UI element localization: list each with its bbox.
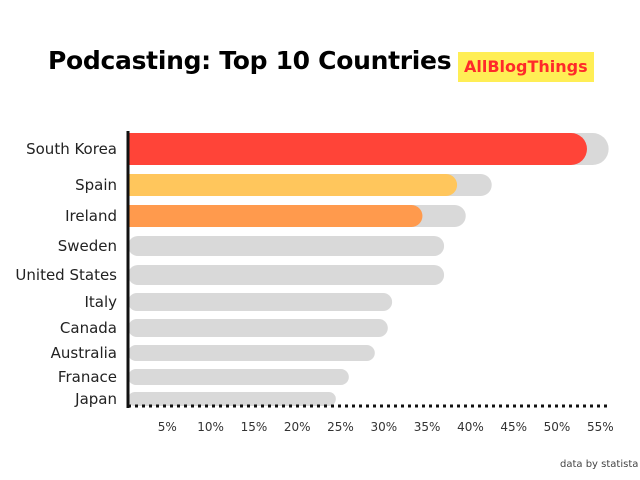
category-label: South Korea bbox=[26, 140, 117, 158]
background-bar bbox=[128, 265, 445, 285]
x-tick-label: 30% bbox=[370, 420, 397, 434]
x-tick-labels: 5% 10% 15% 20% 25% 30% 35% 40% 45% 50% 55% bbox=[158, 420, 614, 434]
source-note: data by statista bbox=[560, 459, 639, 470]
value-bars bbox=[128, 133, 587, 227]
x-tick-label: 20% bbox=[284, 420, 311, 434]
category-labels: South Korea Spain Ireland Sweden United Stat… bbox=[15, 140, 117, 408]
category-label: Canada bbox=[60, 319, 117, 337]
background-bar bbox=[128, 319, 388, 337]
bar bbox=[128, 205, 423, 227]
x-tick-label: 50% bbox=[544, 420, 571, 434]
x-tick-label: 10% bbox=[197, 420, 224, 434]
bar bbox=[128, 133, 587, 165]
chart-title: Podcasting: Top 10 Countries bbox=[48, 46, 452, 75]
category-label: Japan bbox=[74, 390, 117, 408]
x-tick-label: 15% bbox=[241, 420, 268, 434]
x-tick-label: 40% bbox=[457, 420, 484, 434]
category-label: Italy bbox=[84, 293, 117, 311]
background-bars bbox=[128, 133, 609, 406]
background-bar bbox=[128, 293, 393, 311]
category-label: United States bbox=[15, 266, 117, 284]
x-tick-label: 35% bbox=[414, 420, 441, 434]
bar-left-cap bbox=[128, 174, 139, 196]
category-label: Ireland bbox=[65, 207, 117, 225]
brand-badge: AllBlogThings bbox=[458, 52, 594, 82]
background-bar bbox=[128, 392, 336, 406]
background-bar bbox=[128, 369, 349, 385]
bar-left-cap bbox=[128, 133, 144, 165]
bar bbox=[128, 174, 458, 196]
category-label: Spain bbox=[75, 176, 117, 194]
bar-left-cap bbox=[128, 205, 139, 227]
x-tick-label: 55% bbox=[587, 420, 614, 434]
background-bar bbox=[128, 236, 445, 256]
category-label: Sweden bbox=[58, 237, 117, 255]
background-bar bbox=[128, 345, 375, 361]
category-label: Franace bbox=[58, 368, 117, 386]
x-tick-label: 5% bbox=[158, 420, 177, 434]
category-label: Australia bbox=[51, 344, 117, 362]
x-tick-label: 45% bbox=[500, 420, 527, 434]
x-tick-label: 25% bbox=[327, 420, 354, 434]
